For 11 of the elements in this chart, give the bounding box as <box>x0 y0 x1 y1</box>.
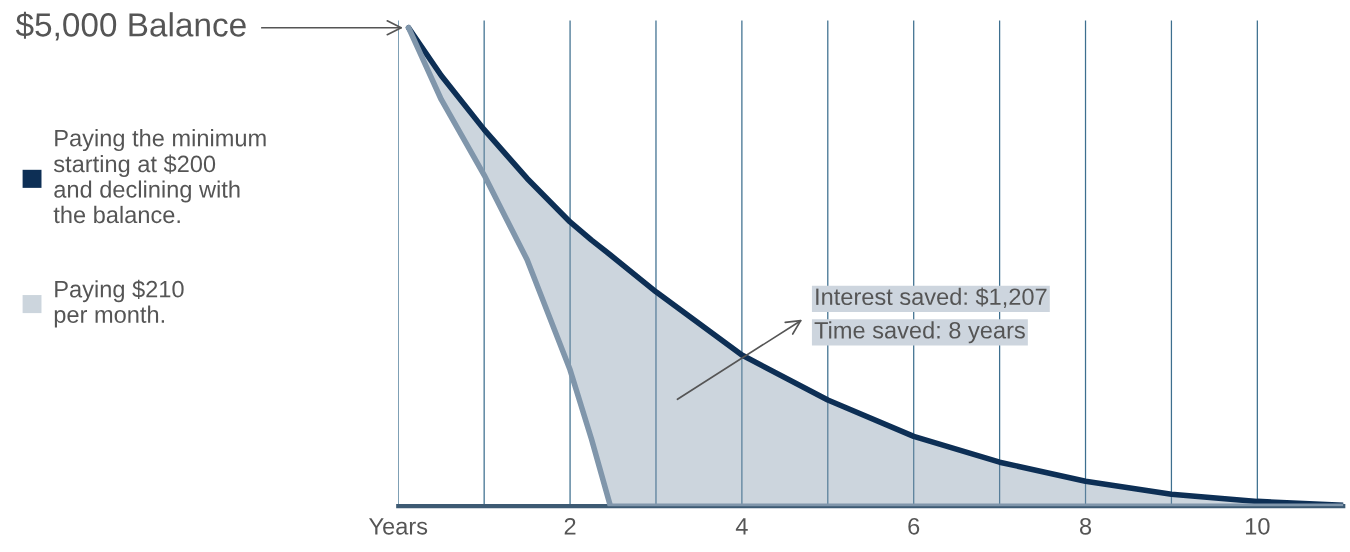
x-tick-label: 10 <box>1246 517 1270 535</box>
x-tick-label: 8 <box>1079 517 1092 535</box>
x-tick-label: 2 <box>564 517 576 535</box>
x-tick-label: 6 <box>908 517 920 535</box>
annotation: Interest saved: $1,207 <box>816 287 1047 308</box>
x-tick-label: Years <box>369 518 428 535</box>
annotation: Time saved: 8 years <box>814 321 1025 344</box>
x-tick-label: 4 <box>735 518 748 535</box>
legend-label: Paying the minimum starting at $200 and declining with the balance. <box>53 129 266 224</box>
legend-label: Paying $210 per month. <box>54 279 184 328</box>
annotation: $5,000 Balance <box>15 11 246 41</box>
